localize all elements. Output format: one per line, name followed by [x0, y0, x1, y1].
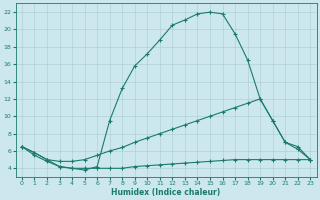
X-axis label: Humidex (Indice chaleur): Humidex (Indice chaleur) [111, 188, 221, 197]
